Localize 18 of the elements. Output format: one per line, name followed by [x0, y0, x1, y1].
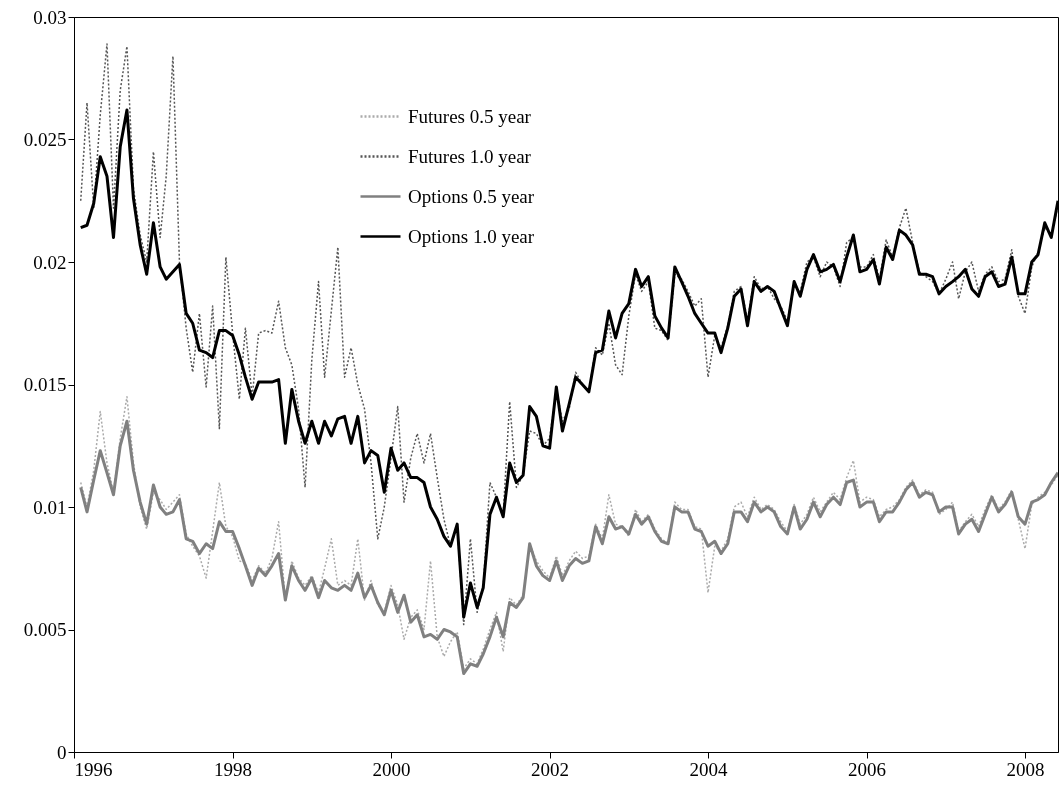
- legend-label: Futures 1.0 year: [408, 145, 532, 167]
- legend-label: Futures 0.5 year: [408, 105, 532, 127]
- x-tick-label: 2006: [848, 758, 887, 780]
- y-tick-label: 0.03: [33, 6, 67, 28]
- y-tick-label: 0.01: [33, 496, 67, 518]
- legend-label: Options 1.0 year: [408, 225, 535, 247]
- x-tick-label: 2002: [531, 758, 570, 780]
- y-tick-label: 0.015: [23, 374, 67, 395]
- y-tick-label: 0.02: [33, 251, 67, 273]
- x-tick-label: 2000: [372, 758, 411, 780]
- y-tick-label: 0.005: [23, 619, 67, 640]
- x-tick-label: 1998: [214, 758, 253, 780]
- legend-label: Options 0.5 year: [408, 185, 535, 207]
- x-tick-label: 1996: [74, 758, 113, 780]
- x-tick-label: 2008: [1006, 758, 1045, 780]
- x-tick-label: 2004: [689, 758, 729, 780]
- y-tick-label: 0.025: [23, 129, 67, 150]
- y-tick-label: 0: [57, 741, 67, 763]
